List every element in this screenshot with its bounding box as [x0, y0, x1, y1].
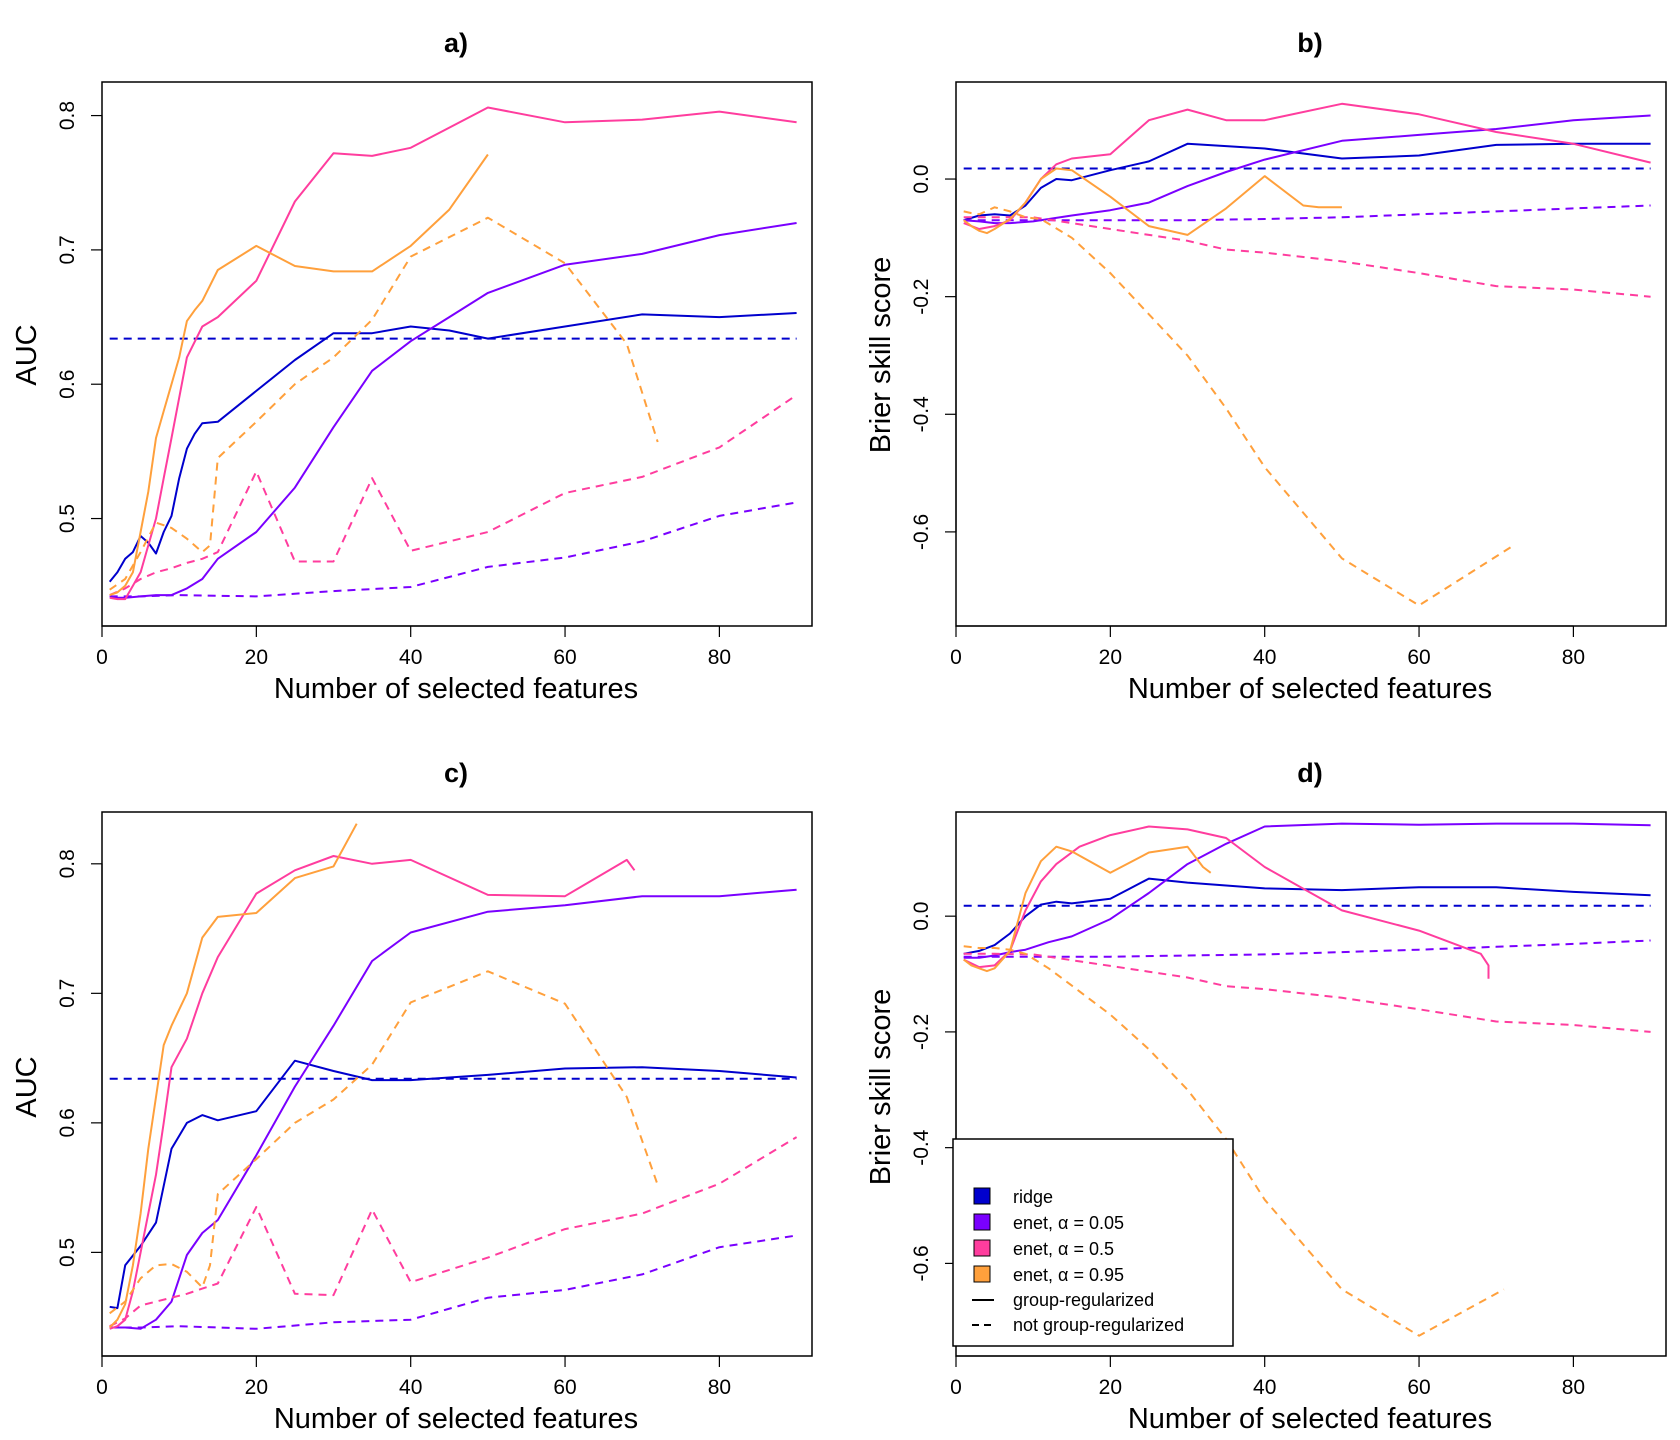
panel-d-xlabel: Number of selected features — [1128, 1403, 1492, 1435]
panel-c-series-enet05-group-regularized — [109, 855, 636, 1330]
panel-b-y-tick-label: 0.0 — [910, 164, 933, 193]
panel-a-title: a) — [444, 28, 468, 58]
panel-c-series-ridge-group-regularized — [109, 1059, 797, 1310]
legend-label-not-group-regularized: not group-regularized — [1013, 1315, 1184, 1335]
panel-b: b) 0 20 40 60 80 -0.6 -0.4 -0.2 0.0 Number of se… — [865, 28, 1667, 705]
panel-b-y-tick-label: -0.4 — [910, 396, 933, 433]
panel-a-series-enet005-not-group-regularized — [109, 501, 797, 598]
legend-swatch-enet-095 — [973, 1265, 991, 1283]
panel-d-x-tick-label: 20 — [1099, 1376, 1122, 1399]
legend-label-enet-095: enet, α = 0.95 — [1013, 1265, 1124, 1285]
panel-d-series-ridge-group-regularized — [963, 877, 1651, 955]
panel-a-y-tick-label: 0.5 — [56, 504, 79, 533]
panel-c-series-enet095-group-regularized — [108, 823, 358, 1329]
panel-b-y-tick-label: -0.6 — [910, 514, 933, 550]
panel-c-series-enet005-not-group-regularized — [109, 1234, 797, 1330]
panel-c-title: c) — [444, 758, 468, 788]
panel-c-x-tick-label: 40 — [399, 1376, 422, 1399]
panel-a-x-tick-label: 0 — [96, 646, 108, 669]
panel-c-plot: 0 20 40 60 80 0.5 0.6 0.7 0.8 — [56, 811, 813, 1399]
panel-c-x-tick-label: 20 — [245, 1376, 268, 1399]
panel-b-x-tick-label: 60 — [1407, 646, 1430, 669]
panel-b-series-ridge-group-regularized — [963, 142, 1651, 222]
panel-a-y-tick-label: 0.8 — [56, 101, 79, 130]
panel-a-xlabel: Number of selected features — [274, 673, 638, 705]
panel-d-series-enet05-group-regularized — [963, 825, 1490, 979]
panel-d-y-tick-label: -0.6 — [910, 1245, 933, 1281]
panel-c-y-tick-label: 0.5 — [56, 1238, 79, 1267]
legend: ridge enet, α = 0.05 enet, α = 0.5 enet,… — [952, 1138, 1234, 1347]
panel-a-y-tick-label: 0.7 — [56, 235, 79, 264]
panel-a-x-tick-label: 20 — [245, 646, 268, 669]
panel-a-frame — [101, 81, 813, 627]
panel-d-plot: 0 20 40 60 80 -0.6 -0.4 -0.2 0.0 — [910, 811, 1667, 1399]
panel-d-y-tick-label: 0.0 — [910, 902, 933, 931]
panel-c-frame — [101, 811, 813, 1357]
panel-c: c) 0 20 40 60 80 0.5 0.6 0.7 0.8 Number of selec… — [11, 758, 813, 1435]
panel-d: d) 0 20 40 60 80 -0.6 -0.4 -0.2 0.0 Number of se… — [865, 758, 1667, 1435]
panel-d-title: d) — [1297, 758, 1322, 788]
panel-a-ylabel: AUC — [11, 324, 43, 385]
panel-c-y-tick-label: 0.6 — [56, 1108, 79, 1137]
panel-a: a) 0 20 40 60 80 0.5 0.6 0.7 0.8 Number of selec… — [11, 28, 813, 705]
panel-d-series-enet05-not-group-regularized — [963, 952, 1651, 1033]
panel-b-series-enet095-not-group-regularized — [963, 206, 1513, 607]
panel-c-y-tick-label: 0.7 — [56, 979, 79, 1008]
panel-d-x-tick-label: 0 — [950, 1376, 962, 1399]
panel-d-x-tick-label: 40 — [1253, 1376, 1276, 1399]
panel-a-y-tick-label: 0.6 — [56, 370, 79, 399]
legend-swatch-enet-005 — [973, 1213, 991, 1231]
panel-c-ylabel: AUC — [11, 1056, 43, 1117]
panel-d-series-enet005-group-regularized — [963, 822, 1651, 959]
panel-a-series-enet05-group-regularized — [109, 106, 797, 601]
panel-c-x-tick-label: 80 — [708, 1376, 731, 1399]
panel-b-title: b) — [1297, 28, 1322, 58]
panel-a-x-tick-label: 80 — [708, 646, 731, 669]
panel-b-x-tick-label: 80 — [1562, 646, 1585, 669]
panel-c-y-tick-label: 0.8 — [56, 849, 79, 878]
panel-b-y-tick-label: -0.2 — [910, 279, 933, 315]
panel-b-frame — [955, 81, 1667, 627]
panel-a-x-tick-label: 60 — [553, 646, 576, 669]
panel-d-x-tick-label: 60 — [1407, 1376, 1430, 1399]
legend-label-enet-05: enet, α = 0.5 — [1013, 1239, 1114, 1259]
panel-b-plot: 0 20 40 60 80 -0.6 -0.4 -0.2 0.0 — [910, 81, 1667, 669]
panel-b-x-tick-label: 0 — [950, 646, 962, 669]
panel-c-series-enet095-not-group-regularized — [109, 970, 659, 1315]
panel-d-y-tick-label: -0.2 — [910, 1014, 933, 1050]
legend-label-group-regularized: group-regularized — [1013, 1290, 1154, 1310]
panel-d-x-tick-label: 80 — [1562, 1376, 1585, 1399]
panel-b-x-tick-label: 20 — [1099, 646, 1122, 669]
panel-b-series-enet05-not-group-regularized — [963, 216, 1651, 298]
panel-c-x-tick-label: 0 — [96, 1376, 108, 1399]
legend-swatch-enet-05 — [973, 1239, 991, 1257]
panel-d-series-enet005-not-group-regularized — [963, 939, 1651, 958]
panel-a-series-enet095-group-regularized — [109, 153, 489, 597]
panel-d-y-tick-label: -0.4 — [910, 1129, 933, 1166]
legend-swatch-ridge — [973, 1187, 991, 1205]
panel-c-series-enet05-not-group-regularized — [109, 1136, 798, 1328]
panel-b-series-enet005-not-group-regularized — [963, 204, 1651, 222]
panel-a-x-tick-label: 40 — [399, 646, 422, 669]
panel-c-series-enet005-group-regularized — [109, 888, 797, 1330]
legend-box — [952, 1138, 1234, 1347]
legend-label-ridge: ridge — [1013, 1187, 1053, 1207]
legend-label-enet-005: enet, α = 0.05 — [1013, 1213, 1124, 1233]
panel-a-series-enet095-not-group-regularized — [109, 216, 659, 591]
panel-d-ylabel: Brier skill score — [865, 989, 897, 1186]
panel-a-plot: 0 20 40 60 80 0.5 0.6 0.7 0.8 — [56, 81, 813, 669]
panel-d-series-enet095-group-regularized — [963, 845, 1212, 973]
panel-c-xlabel: Number of selected features — [274, 1403, 638, 1435]
panel-b-series-enet095-group-regularized — [963, 167, 1342, 236]
panel-c-x-tick-label: 60 — [553, 1376, 576, 1399]
panel-b-ylabel: Brier skill score — [865, 257, 897, 454]
panel-b-xlabel: Number of selected features — [1128, 673, 1492, 705]
panel-a-series-enet05-not-group-regularized — [109, 394, 798, 597]
panel-b-x-tick-label: 40 — [1253, 646, 1276, 669]
